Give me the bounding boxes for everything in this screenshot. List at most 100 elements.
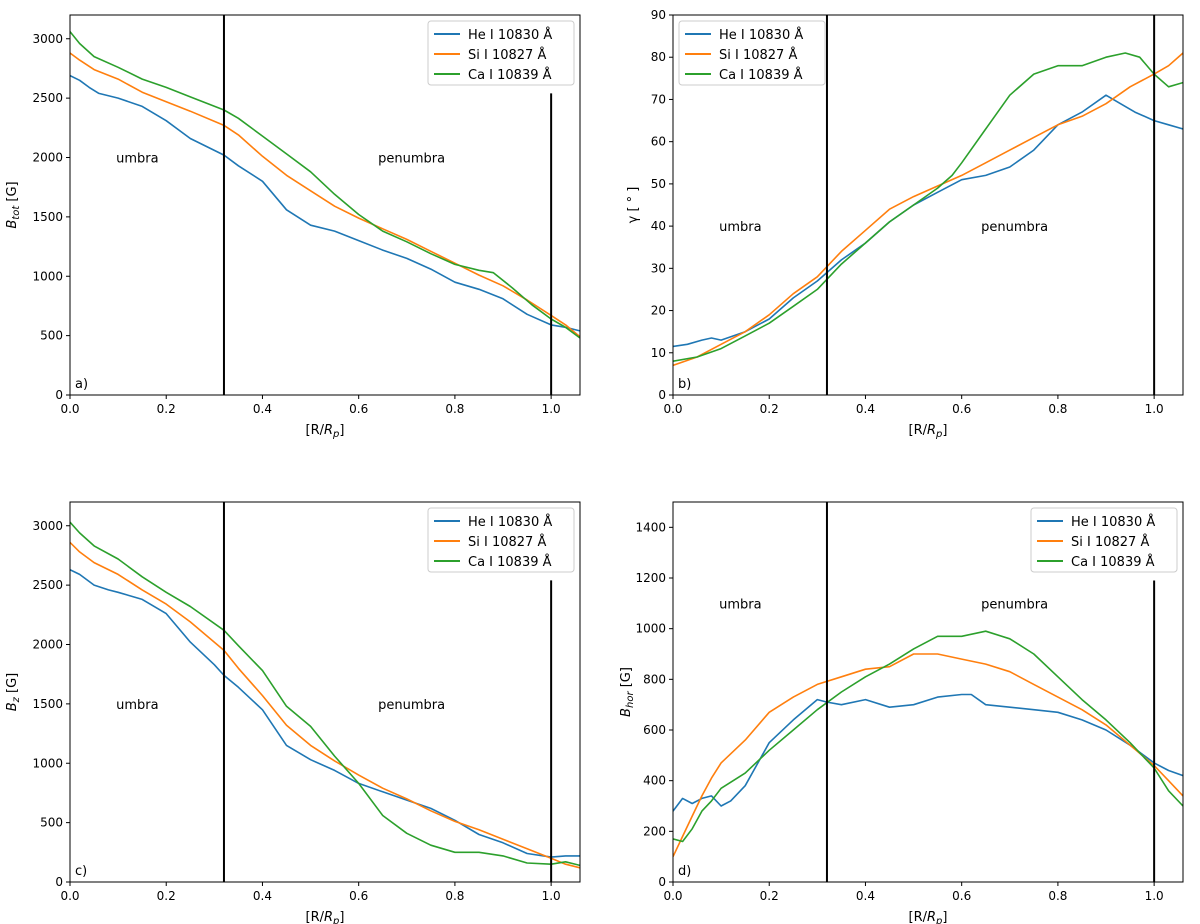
legend-label: He I 10830 Å <box>1071 514 1155 530</box>
label-part: hor <box>625 691 636 708</box>
y-tick-label: 1400 <box>635 520 666 534</box>
series-line-he <box>70 74 580 332</box>
label-part: B <box>619 708 634 717</box>
y-tick-label: 800 <box>643 672 666 686</box>
x-tick-label: 0.6 <box>952 889 971 903</box>
label-part: ] <box>339 910 344 924</box>
x-tick-label: 0.0 <box>60 889 79 903</box>
y-tick-label: 2500 <box>32 91 63 105</box>
y-tick-label: 0 <box>55 388 63 402</box>
label-part: [G] <box>619 667 634 691</box>
y-axis-label: Bz [G] <box>5 673 22 712</box>
label-part: R <box>324 423 333 438</box>
x-axis-label: [R/Rp] <box>306 423 345 440</box>
legend-box <box>1030 507 1178 573</box>
series-line-si <box>673 52 1183 367</box>
label-part: R <box>324 910 333 924</box>
legend-label: Ca I 10839 Å <box>719 67 803 83</box>
y-tick-label: 1500 <box>32 697 63 711</box>
x-tick-label: 0.2 <box>157 889 176 903</box>
label-part: [R/ <box>909 910 928 924</box>
legend-label: He I 10830 Å <box>468 27 552 43</box>
y-tick-label: 2000 <box>32 151 63 165</box>
panel-a: 0.0 0.2 0.4 0.6 0.8 1.0 0 500 1000 1500 2000 2500 30… <box>5 14 581 440</box>
panel-label: c) <box>75 864 87 879</box>
y-tick-label: 2000 <box>32 638 63 652</box>
y-tick-label: 500 <box>40 329 63 343</box>
x-tick-label: 0.6 <box>349 889 368 903</box>
legend-label: He I 10830 Å <box>719 27 803 43</box>
x-tick-label: 1.0 <box>1145 889 1164 903</box>
region-label-umbra: umbra <box>116 152 158 167</box>
x-tick-label: 0.8 <box>1048 402 1067 416</box>
y-tick-label: 600 <box>643 723 666 737</box>
label-part: R <box>927 423 936 438</box>
x-tick-label: 0.8 <box>1048 889 1067 903</box>
y-tick-label: 1500 <box>32 210 63 224</box>
series-line-ca <box>70 31 580 339</box>
x-tick-label: 0.4 <box>856 889 875 903</box>
y-tick-label: 1000 <box>32 269 63 283</box>
legend: He I 10830 Å Si I 10827 Å Ca I 10839 Å <box>427 507 575 573</box>
panel-c: 0.0 0.2 0.4 0.6 0.8 1.0 0 500 1000 1500 2000 2500 30… <box>5 501 581 924</box>
region-label-umbra: umbra <box>719 220 761 235</box>
y-axis-label: γ [ ° ] <box>626 187 641 224</box>
y-tick-label: 80 <box>651 50 666 64</box>
region-label-penumbra: penumbra <box>981 220 1048 235</box>
x-tick-label: 0.0 <box>663 402 682 416</box>
x-tick-label: 1.0 <box>542 889 561 903</box>
x-tick-label: 0.4 <box>253 889 272 903</box>
label-part: p <box>332 916 339 924</box>
x-tick-label: 0.0 <box>60 402 79 416</box>
region-label-penumbra: penumbra <box>981 597 1048 612</box>
x-axis-label: [R/Rp] <box>909 423 948 440</box>
series-line-he <box>70 568 580 858</box>
y-tick-label: 500 <box>40 816 63 830</box>
legend-label: Ca I 10839 Å <box>468 67 552 83</box>
y-tick-label: 0 <box>658 388 666 402</box>
legend-box <box>427 20 575 86</box>
region-label-umbra: umbra <box>116 698 158 713</box>
y-tick-label: 70 <box>651 92 666 106</box>
legend-label: Ca I 10839 Å <box>468 554 552 570</box>
x-tick-label: 1.0 <box>1145 402 1164 416</box>
series-line-ca <box>673 630 1183 843</box>
y-tick-label: 1000 <box>635 622 666 636</box>
y-tick-label: 0 <box>658 875 666 889</box>
series-line-si <box>70 52 580 338</box>
region-label-penumbra: penumbra <box>378 152 445 167</box>
legend-box <box>678 20 826 86</box>
axes-frame <box>69 14 581 396</box>
y-axis-label: Btot [G] <box>5 181 22 228</box>
x-axis-label: [R/Rp] <box>306 910 345 924</box>
series-line-ca <box>673 52 1183 362</box>
y-tick-label: 3000 <box>32 32 63 46</box>
label-part: B <box>5 220 20 229</box>
legend: He I 10830 Å Si I 10827 Å Ca I 10839 Å <box>678 20 826 86</box>
y-tick-label: 30 <box>651 261 666 275</box>
legend-label: Si I 10827 Å <box>468 534 546 550</box>
axes-frame <box>672 14 1184 396</box>
label-part: R <box>927 910 936 924</box>
label-part: [R/ <box>306 423 325 438</box>
label-part: ] <box>942 910 947 924</box>
y-tick-label: 1200 <box>635 571 666 585</box>
x-tick-label: 0.6 <box>349 402 368 416</box>
label-part: tot <box>11 205 22 220</box>
y-tick-label: 1000 <box>32 756 63 770</box>
panel-d: 0.0 0.2 0.4 0.6 0.8 1.0 0 200 400 600 800 1000 1200 1… <box>619 501 1184 924</box>
label-part: z <box>11 696 22 703</box>
x-tick-label: 0.2 <box>157 402 176 416</box>
legend-label: Ca I 10839 Å <box>1071 554 1155 570</box>
label-part: B <box>5 702 20 711</box>
label-part: [G] <box>5 673 20 697</box>
y-tick-label: 90 <box>651 8 666 22</box>
series-line-ca <box>70 521 580 867</box>
y-tick-label: 40 <box>651 219 666 233</box>
series-line-si <box>70 541 580 869</box>
series-line-he <box>673 693 1183 812</box>
legend: He I 10830 Å Si I 10827 Å Ca I 10839 Å <box>427 20 575 86</box>
legend-label: Si I 10827 Å <box>468 47 546 63</box>
x-tick-label: 1.0 <box>542 402 561 416</box>
series-line-si <box>673 653 1183 858</box>
